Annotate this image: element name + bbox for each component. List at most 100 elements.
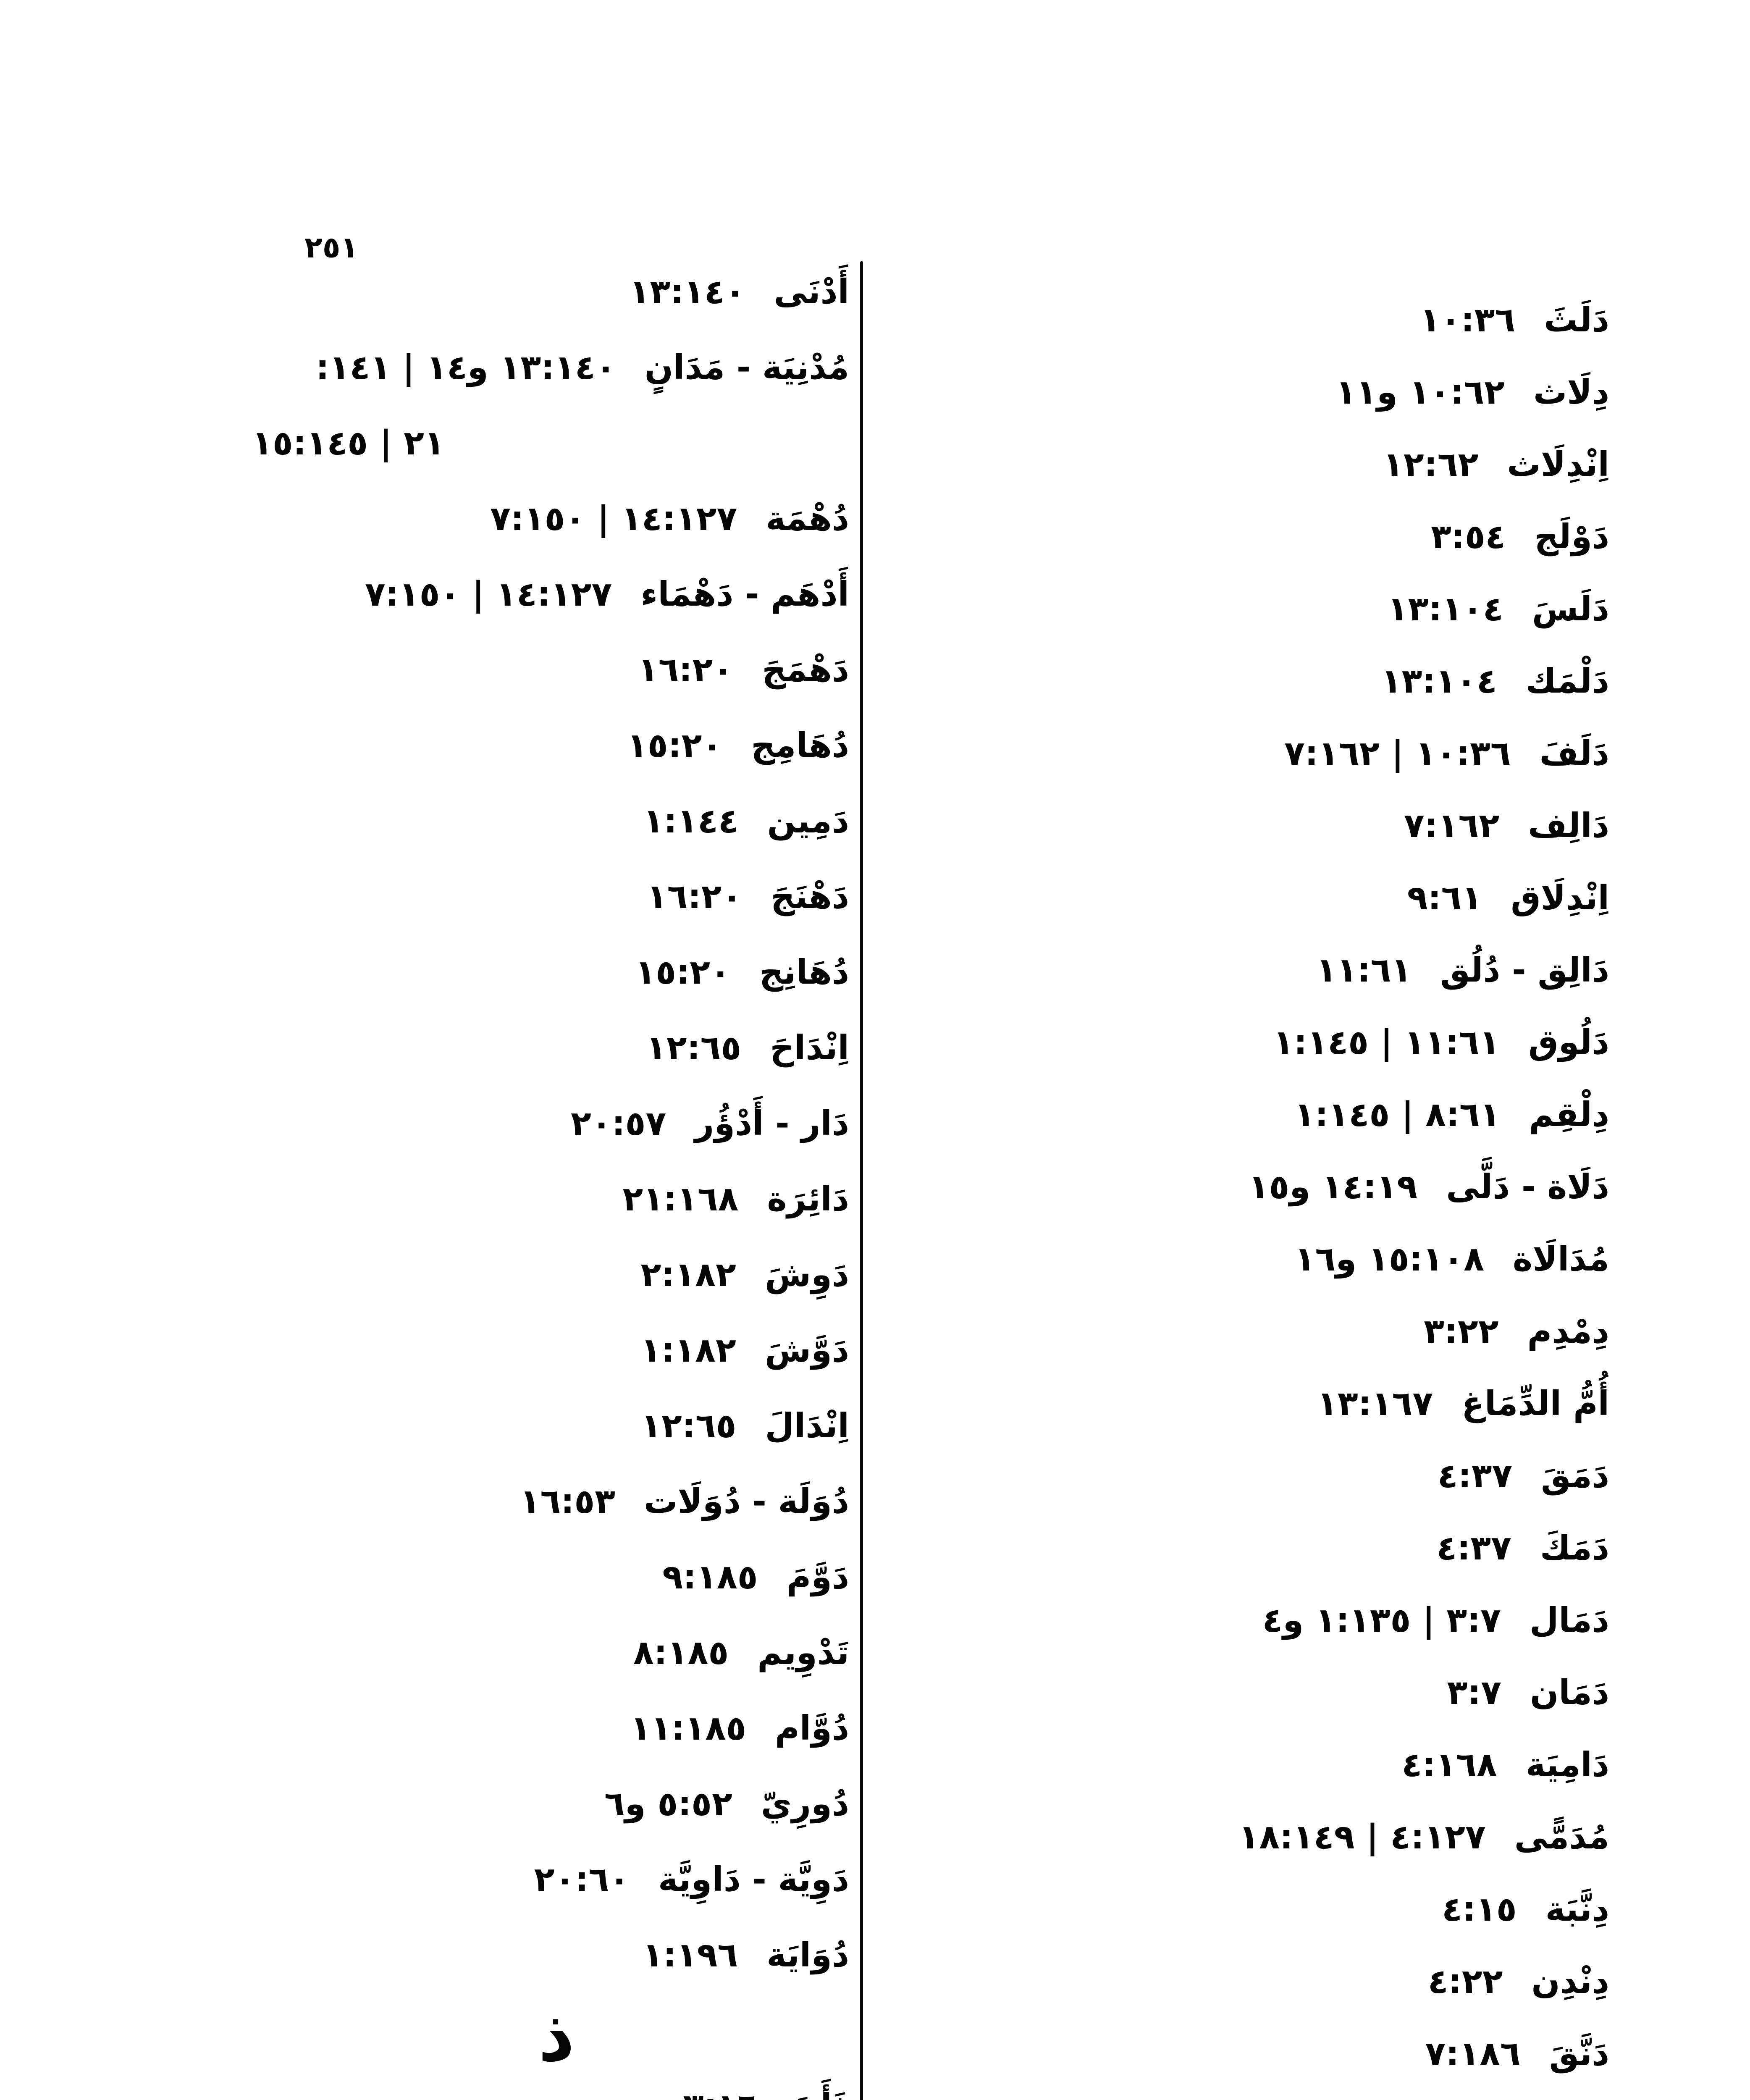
entry-word: دُورِيّ bbox=[761, 1784, 849, 1823]
entry-refs: ٨:١٨٥ bbox=[633, 1633, 729, 1672]
index-entry: دَهْنَجَ ١٦:٢٠ bbox=[647, 876, 849, 918]
index-entry: دَنَّقَ ٧:١٨٦ bbox=[1425, 2033, 1609, 2075]
entry-refs: ٢٠:٥٧ bbox=[570, 1104, 666, 1143]
entry-refs: ١١:١٨٥ bbox=[630, 1709, 747, 1748]
index-entry: أَدْهَم - دَهْمَاء ١٤:١٢٧ | ٧:١٥٠ bbox=[365, 573, 849, 615]
index-entry: دَوَّمَ ٩:١٨٥ bbox=[662, 1556, 849, 1598]
index-entry: دَالِق - دُلُق ١١:٦١ bbox=[1316, 949, 1609, 991]
entry-word: اِنْدَاحَ bbox=[770, 1028, 849, 1067]
index-entry: دِلْقِم ٨:٦١ | ١:١٤٥ bbox=[1294, 1094, 1609, 1136]
entry-word: دَالِف bbox=[1528, 806, 1609, 845]
entry-word: أَدْنَى bbox=[774, 272, 849, 311]
index-entry: مُدَمًّى ٤:١٢٧ | ١٨:١٤٩ bbox=[1238, 1816, 1609, 1858]
index-entry: مُدَالَاة ١٥:١٠٨ و١٦ bbox=[1295, 1238, 1609, 1280]
entry-word: دُوَّام bbox=[775, 1709, 849, 1748]
entry-refs: ٣:١٦ bbox=[683, 2085, 758, 2100]
index-entry: اِنْدِلَاق ٩:٦١ bbox=[1407, 877, 1609, 919]
entry-refs: ٢:١٨٢ bbox=[640, 1255, 736, 1294]
entry-word: دَوَّمَ bbox=[786, 1557, 849, 1596]
entry-word: دَلَفَ bbox=[1539, 734, 1609, 773]
index-entry: دَوْلَج ٣:٥٤ bbox=[1431, 516, 1609, 558]
entry-word: دَوْلَج bbox=[1534, 517, 1609, 556]
index-entry: دَلُوق ١١:٦١ | ١:١٤٥ bbox=[1273, 1021, 1609, 1063]
entry-word: دَالِق - دُلُق bbox=[1440, 950, 1609, 990]
entry-refs: ٥:٥٢ و٦ bbox=[604, 1784, 732, 1823]
entry-refs: ١٥:١٠٨ و١٦ bbox=[1294, 1239, 1485, 1278]
entry-word: دَلْمَك bbox=[1525, 662, 1609, 701]
index-entry: دَمَال ٣:٧ | ١:١٣٥ و٤ bbox=[1262, 1599, 1609, 1641]
index-entry: دِنْدِن ٤:٢٢ bbox=[1428, 1961, 1609, 2003]
entry-word: دُوَلَة - دُوَلَات bbox=[644, 1482, 849, 1521]
entry-refs: ٩:٦١ bbox=[1407, 878, 1482, 917]
entry-refs: ١١:٦١ bbox=[1316, 950, 1412, 990]
entry-word: اِنْدَالَ bbox=[765, 1406, 849, 1445]
index-entry: دَمِين ١:١٤٤ bbox=[643, 800, 849, 842]
index-entry: دُوَايَة ١:١٩٦ bbox=[643, 1934, 849, 1976]
entry-refs: ٤:١٢٧ | ١٨:١٤٩ bbox=[1238, 1817, 1486, 1856]
entry-refs: ١٣:١٠٤ bbox=[1381, 662, 1497, 701]
entry-refs-continuation: ٢١ | ١٥:١٤٥ bbox=[252, 423, 445, 462]
entry-word: دِمْدِم bbox=[1527, 1312, 1609, 1351]
entry-refs: ٤:١٦٨ bbox=[1401, 1745, 1497, 1784]
entry-refs: ٣:٧ bbox=[1447, 1673, 1502, 1712]
index-entry: دُورِيّ ٥:٥٢ و٦ bbox=[604, 1783, 849, 1825]
entry-word: دَوِشَ bbox=[764, 1255, 849, 1294]
entry-word: دِلَاث bbox=[1533, 373, 1609, 412]
index-entry: دُهْمَة ١٤:١٢٧ | ٧:١٥٠ bbox=[490, 498, 849, 540]
entry-refs: ٢١:١٦٨ bbox=[622, 1179, 739, 1218]
entry-refs: ١٤:١٢٧ | ٧:١٥٠ bbox=[490, 499, 737, 538]
entry-refs: ١٠:٣٦ bbox=[1419, 300, 1516, 339]
index-entry: دِمْدِم ٣:٢٢ bbox=[1424, 1310, 1609, 1352]
index-entry: دَوِشَ ٢:١٨٢ bbox=[641, 1254, 849, 1296]
index-entry: أَدْنَى ١٣:١٤٠ bbox=[629, 271, 849, 313]
entry-word: مُدْنِيَة - مَدَانٍ bbox=[644, 348, 849, 387]
entry-refs: ١٦:٢٠ bbox=[646, 877, 743, 916]
index-entry: دَمَكَ ٤:٣٧ bbox=[1436, 1527, 1609, 1569]
entry-word: مُدَمًّى bbox=[1514, 1817, 1609, 1856]
entry-word: دِنَّبَة bbox=[1545, 1890, 1609, 1929]
entry-refs: ١٣:١٦٧ bbox=[1317, 1384, 1433, 1423]
entry-refs: ٤:٢٢ bbox=[1427, 1962, 1503, 2001]
index-entry: اِنْدِلَاث ١٢:٦٢ bbox=[1383, 444, 1609, 486]
index-entry: دَمَان ٣:٧ bbox=[1447, 1672, 1609, 1714]
entry-refs: ١٢:٦٥ bbox=[641, 1406, 737, 1445]
entry-refs: ١٥:٢٠ bbox=[635, 953, 731, 992]
entry-word: دَوَّشَ bbox=[764, 1331, 849, 1370]
entry-word: دَمِين bbox=[767, 801, 849, 840]
entry-word: دَلَثَ bbox=[1544, 300, 1609, 339]
entry-refs: ١٣:١٤٠ bbox=[629, 272, 745, 311]
entry-refs: ٣:٧ | ١:١٣٥ و٤ bbox=[1262, 1601, 1501, 1640]
entry-word: دَمَال bbox=[1529, 1601, 1609, 1640]
entry-word: دَلَاة - دَلَّى bbox=[1446, 1167, 1609, 1206]
entry-word: أُمُّ الدِّمَاغ bbox=[1461, 1384, 1609, 1423]
index-entry: دَلْمَك ١٣:١٠٤ bbox=[1381, 660, 1609, 702]
entry-word: دَهْنَجَ bbox=[771, 877, 849, 916]
entry-word: دَمَكَ bbox=[1540, 1528, 1609, 1567]
index-entry: دُوَّام ١١:١٨٥ bbox=[630, 1707, 849, 1749]
entry-refs: ١٥:٢٠ bbox=[627, 726, 723, 765]
entry-refs: ٧:١٨٦ bbox=[1425, 2034, 1521, 2073]
entry-refs: ٣:٢٢ bbox=[1424, 1312, 1499, 1351]
entry-refs: ٢٠:٦٠ bbox=[534, 1860, 630, 1899]
entry-refs: ١٤:١٩ و١٥ bbox=[1248, 1167, 1418, 1206]
entry-refs: ٤:٣٧ bbox=[1436, 1528, 1511, 1567]
index-entry: اِنْدَالَ ١٢:٦٥ bbox=[641, 1405, 849, 1447]
index-entry: دُوَلَة - دُوَلَات ١٦:٥٣ bbox=[520, 1480, 849, 1522]
index-entry: اِنْدَاحَ ١٢:٦٥ bbox=[646, 1027, 849, 1069]
index-entry: دَالِف ٧:١٦٢ bbox=[1404, 805, 1609, 847]
index-entry: دِلَاث ١٠:٦٢ و١١ bbox=[1335, 371, 1609, 413]
entry-refs: ١٠:٣٦ | ٧:١٦٢ bbox=[1284, 734, 1511, 773]
entry-refs: ١٢:٦٥ bbox=[645, 1028, 742, 1067]
entry-refs: ٨:٦١ | ١:١٤٥ bbox=[1294, 1095, 1501, 1134]
index-entry: دَار - أَدْؤُر ٢٠:٥٧ bbox=[571, 1102, 849, 1144]
entry-refs: ٣:٥٤ bbox=[1431, 517, 1506, 556]
entry-refs: ٤:١٥ bbox=[1442, 1890, 1517, 1929]
index-entry: دَمَقَ ٤:٣٧ bbox=[1438, 1455, 1609, 1497]
entry-word: دَوِيَّة - دَاوِيَّة bbox=[658, 1860, 849, 1899]
entry-refs: ١٣:١٤٠ و١٤ | ١٤١: bbox=[315, 348, 616, 387]
page-number: ٢٥١ bbox=[304, 230, 359, 265]
index-entry: دَائِرَة ٢١:١٦٨ bbox=[622, 1178, 849, 1220]
entry-refs: ١٤:١٢٧ | ٧:١٥٠ bbox=[365, 575, 612, 614]
entry-word: دَائِرَة bbox=[767, 1179, 849, 1218]
index-entry: دَلَاة - دَلَّى ١٤:١٩ و١٥ bbox=[1249, 1166, 1609, 1208]
